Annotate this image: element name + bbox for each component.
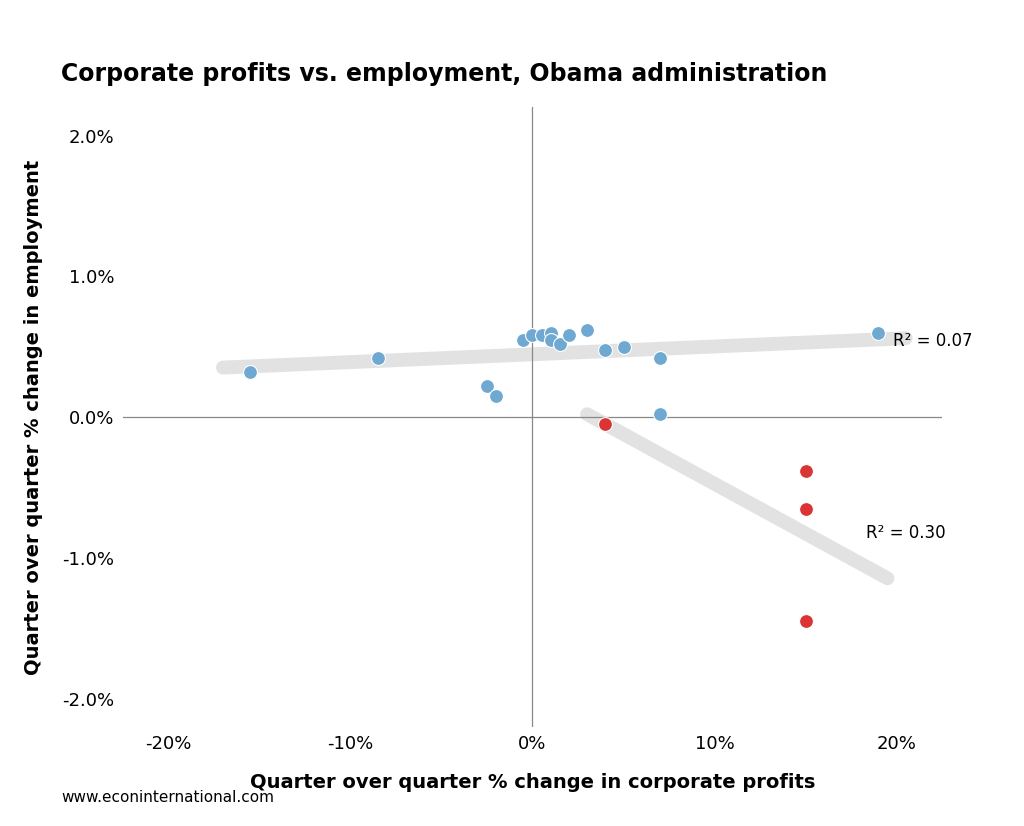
Point [579,323,595,336]
Point [597,418,613,431]
X-axis label: Quarter over quarter % change in corporate profits: Quarter over quarter % change in corpora… [250,772,815,791]
Point [552,337,568,350]
Point [651,408,668,421]
Text: www.econinternational.com: www.econinternational.com [61,790,274,805]
Point [515,333,531,346]
Point [561,329,578,342]
Point [543,326,559,339]
Point [651,351,668,364]
Point [370,351,386,364]
Point [242,365,258,378]
Point [487,389,504,402]
Point [798,615,814,628]
Text: R² = 0.07: R² = 0.07 [893,332,973,350]
Point [524,329,541,342]
Point [870,326,887,339]
Y-axis label: Quarter over quarter % change in employment: Quarter over quarter % change in employm… [24,159,43,675]
Point [479,379,496,392]
Point [798,502,814,515]
Point [597,343,613,356]
Text: Corporate profits vs. employment, Obama administration: Corporate profits vs. employment, Obama … [61,62,827,86]
Point [798,464,814,477]
Point [615,340,632,354]
Point [534,329,550,342]
Point [543,333,559,346]
Text: R² = 0.30: R² = 0.30 [865,524,945,542]
